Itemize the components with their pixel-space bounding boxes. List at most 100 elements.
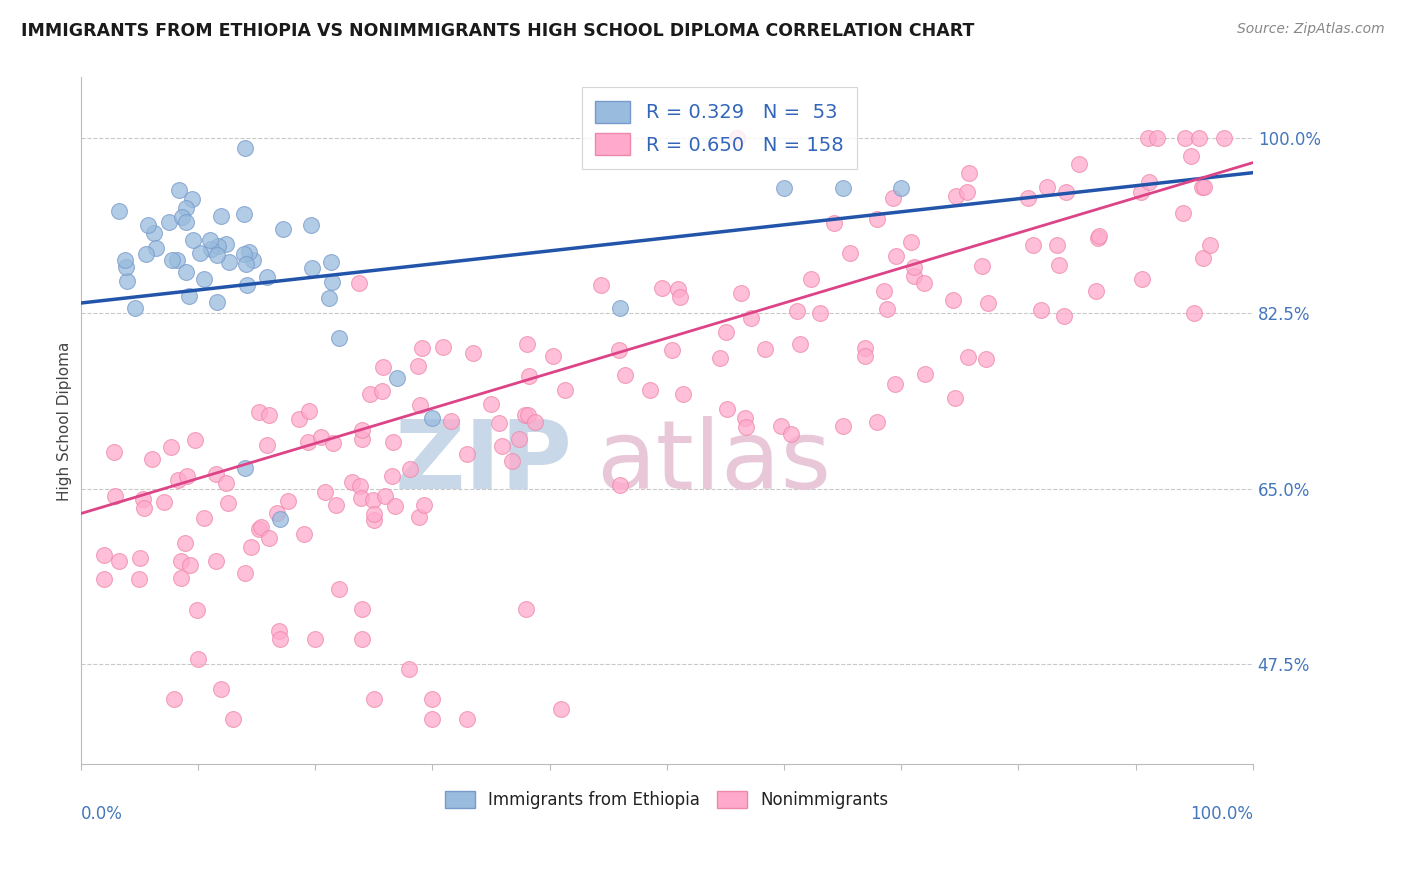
Point [235,257,257,271]
Point [780,427,803,442]
Point [163,692,186,706]
Point [725,130,748,145]
Point [188,246,211,260]
Point [1192,252,1215,266]
Point [298,404,321,418]
Point [361,492,384,507]
Point [93,548,115,562]
Point [174,215,197,229]
Point [381,469,404,483]
Point [233,461,256,475]
Point [179,289,201,303]
Point [876,301,898,316]
Point [823,216,845,230]
Point [170,211,193,225]
Point [1053,309,1076,323]
Point [734,420,756,434]
Point [304,632,326,646]
Point [669,290,692,304]
Point [554,384,576,398]
Point [1213,130,1236,145]
Point [714,325,737,339]
Point [501,454,523,468]
Point [222,712,245,726]
Point [209,209,232,223]
Point [1174,130,1197,145]
Point [167,473,190,487]
Point [432,340,454,354]
Point [186,603,208,617]
Text: 0.0%: 0.0% [80,805,122,823]
Point [789,336,811,351]
Point [382,434,405,449]
Point [129,551,152,566]
Point [132,500,155,515]
Point [943,391,966,405]
Point [176,201,198,215]
Point [1031,303,1053,318]
Point [456,447,478,461]
Point [198,233,221,247]
Point [108,554,131,568]
Text: atlas: atlas [596,416,831,508]
Point [1054,185,1077,199]
Point [250,520,273,534]
Point [319,255,342,269]
Point [945,188,967,202]
Point [269,511,291,525]
Text: Source: ZipAtlas.com: Source: ZipAtlas.com [1237,22,1385,37]
Point [350,632,373,646]
Point [866,415,889,429]
Point [385,371,408,385]
Point [1046,238,1069,252]
Point [136,219,159,233]
Point [218,255,240,269]
Point [543,349,565,363]
Point [299,218,322,232]
Point [832,418,855,433]
Point [513,408,536,422]
Point [159,440,181,454]
Point [488,416,510,430]
Text: 100.0%: 100.0% [1189,805,1253,823]
Point [1047,258,1070,272]
Point [550,702,572,716]
Point [232,207,254,221]
Point [181,233,204,247]
Point [350,491,373,505]
Point [1192,180,1215,194]
Point [972,259,994,273]
Point [609,343,631,357]
Point [207,239,229,253]
Point [853,341,876,355]
Point [800,272,823,286]
Point [942,293,965,307]
Point [301,261,323,276]
Point [145,241,167,255]
Point [661,343,683,358]
Point [479,397,502,411]
Point [247,522,270,536]
Point [1087,231,1109,245]
Point [672,387,695,401]
Point [1191,180,1213,194]
Point [205,294,228,309]
Point [239,540,262,554]
Point [236,277,259,292]
Point [322,435,344,450]
Point [350,432,373,446]
Point [328,582,350,596]
Point [1173,206,1195,220]
Point [1180,149,1202,163]
Point [1136,130,1159,145]
Point [399,462,422,476]
Point [1021,237,1043,252]
Point [288,412,311,426]
Point [524,415,547,429]
Point [257,408,280,422]
Point [839,245,862,260]
Text: IMMIGRANTS FROM ETHIOPIA VS NONIMMIGRANTS HIGH SCHOOL DIPLOMA CORRELATION CHART: IMMIGRANTS FROM ETHIOPIA VS NONIMMIGRANT… [21,22,974,40]
Point [716,401,738,416]
Point [93,572,115,586]
Point [808,306,831,320]
